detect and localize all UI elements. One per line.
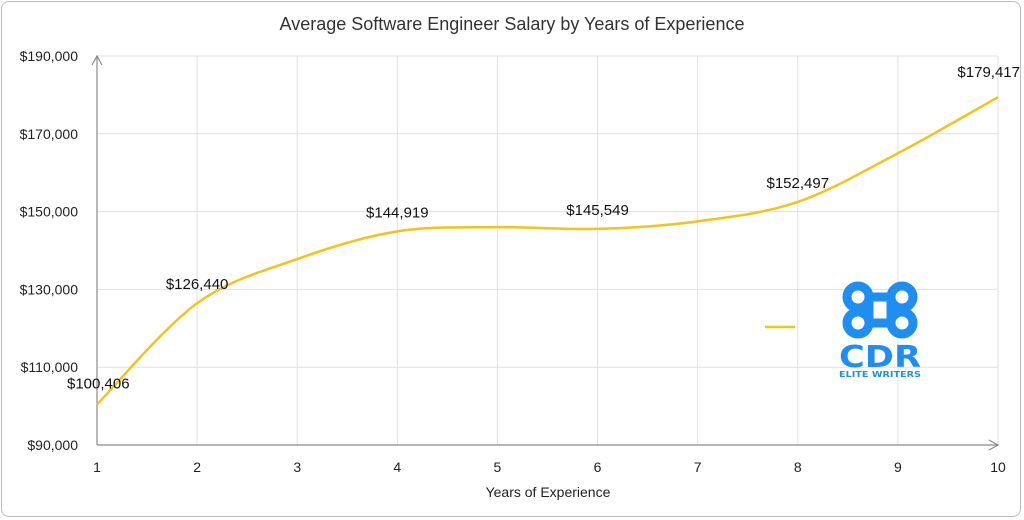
x-axis-label: Years of Experience (486, 484, 611, 500)
data-label: $152,497 (766, 175, 829, 192)
data-label: $100,406 (67, 376, 130, 393)
y-tick-label: $150,000 (20, 204, 79, 220)
cdr-logo: CDR ELITE WRITERS (839, 281, 921, 379)
data-label: $126,440 (166, 276, 229, 293)
y-axis-arrow (91, 54, 103, 66)
x-axis-arrow (988, 439, 1000, 451)
x-tick-label: 2 (193, 459, 201, 475)
data-label: $145,549 (566, 202, 629, 219)
y-tick-label: $110,000 (21, 359, 79, 375)
x-tick-label: 6 (594, 459, 602, 475)
command-key-icon (842, 281, 918, 339)
horizontal-gridlines (97, 55, 998, 368)
y-tick-label: $130,000 (20, 281, 79, 297)
series-line (96, 96, 999, 406)
data-label: $144,919 (366, 204, 429, 221)
y-tick-label: $190,000 (20, 48, 79, 64)
axes (91, 54, 1000, 451)
logo-text: CDR (839, 340, 921, 375)
x-tick-label: 7 (694, 459, 702, 475)
data-labels: $100,406 $126,440 $144,919 $145,549 $152,497… (67, 64, 1020, 392)
data-label: $179,417 (957, 64, 1020, 81)
x-tick-labels: 1 2 3 4 5 6 7 8 9 10 (93, 459, 1006, 475)
x-tick-label: 9 (894, 459, 902, 475)
x-tick-label: 10 (990, 459, 1006, 475)
x-tick-label: 5 (494, 459, 502, 475)
y-tick-labels: $90,000 $110,000 $130,000 $150,000 $170,000 $… (20, 48, 79, 453)
x-tick-label: 3 (293, 459, 301, 475)
x-tick-label: 1 (93, 459, 101, 475)
x-tick-label: 8 (794, 459, 802, 475)
y-tick-label: $90,000 (27, 437, 78, 453)
chart-title: Average Software Engineer Salary by Year… (280, 14, 745, 34)
y-tick-label: $170,000 (20, 126, 79, 142)
x-tick-label: 4 (393, 459, 401, 475)
logo-subtext: ELITE WRITERS (839, 370, 921, 379)
vertical-gridlines (196, 56, 999, 445)
